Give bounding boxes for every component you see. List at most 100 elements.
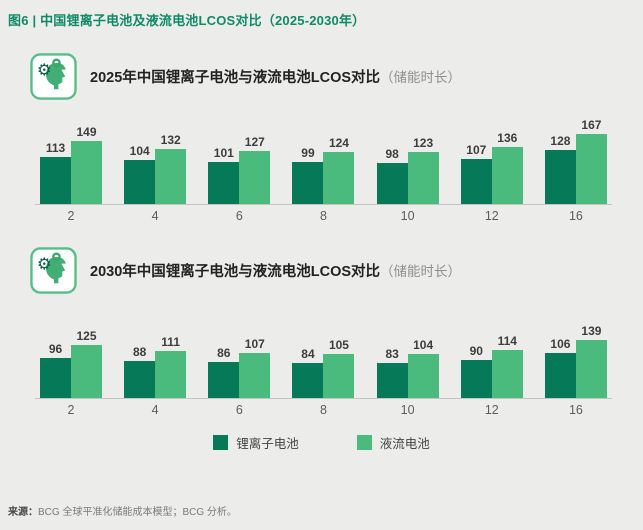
bar-column: 104 xyxy=(124,144,156,204)
bar-column: 98 xyxy=(376,147,408,204)
bar-flow xyxy=(407,152,439,204)
bar-group: 107 136 xyxy=(460,131,523,204)
bar-group: 84 105 xyxy=(292,338,355,398)
bar-group: 99 124 xyxy=(292,136,355,204)
bar-column: 90 xyxy=(460,344,492,398)
x-tick-label: 4 xyxy=(151,209,159,223)
bar-column: 88 xyxy=(124,345,156,398)
bar-column: 167 xyxy=(575,118,607,204)
bars-row: 113 149 104 132 101 127 99 124 98 123 107 136 128 167 xyxy=(35,116,612,205)
x-axis-labels: 2 4 6 8 10 12 16 xyxy=(35,403,612,417)
bar-value-label: 106 xyxy=(550,337,571,351)
bar-column: 101 xyxy=(208,146,240,204)
x-tick-label: 2 xyxy=(67,209,75,223)
bar-value-label: 111 xyxy=(161,335,180,349)
bar-liion xyxy=(544,150,576,204)
legend: 锂离子电池 液流电池 xyxy=(0,433,643,452)
x-tick-label: 2 xyxy=(67,403,75,417)
bar-value-label: 88 xyxy=(132,345,147,359)
bar-column: 136 xyxy=(491,131,523,204)
bar-value-label: 83 xyxy=(385,347,399,361)
bar-liion xyxy=(124,361,156,398)
bar-group: 128 167 xyxy=(544,118,607,204)
bar-group: 96 125 xyxy=(40,329,102,398)
bar-value-label: 123 xyxy=(413,136,434,150)
bar-liion xyxy=(376,163,408,204)
bar-liion xyxy=(124,160,156,204)
x-tick-label: 16 xyxy=(568,209,583,223)
chart-title-suffix: （储能时长） xyxy=(380,70,462,85)
bar-flow xyxy=(407,354,439,398)
bar-column: 111 xyxy=(155,335,187,398)
legend-item-flow: 液流电池 xyxy=(356,433,430,452)
legend-item-liion: 锂离子电池 xyxy=(213,433,299,452)
bar-value-label: 86 xyxy=(217,346,231,360)
bar-value-label: 104 xyxy=(129,144,150,158)
figure-title: 图6 | 中国锂离子电池及液流电池LCOS对比（2025-2030年） xyxy=(8,13,366,28)
bar-liion xyxy=(376,363,408,398)
bar-liion xyxy=(292,162,324,204)
bar-column: 149 xyxy=(71,125,102,204)
bar-flow xyxy=(491,350,523,398)
legend-label: 锂离子电池 xyxy=(236,437,299,451)
bar-flow xyxy=(491,147,523,204)
bar-column: 107 xyxy=(239,337,271,398)
x-tick-label: 6 xyxy=(235,403,243,417)
bar-column: 106 xyxy=(544,337,576,398)
x-tick-label: 8 xyxy=(319,403,327,417)
bar-column: 124 xyxy=(323,136,355,204)
bar-group: 104 132 xyxy=(124,133,187,204)
bar-liion xyxy=(544,353,576,398)
bar-liion xyxy=(292,363,324,398)
bar-value-label: 105 xyxy=(328,338,349,352)
bar-flow xyxy=(323,354,355,398)
bar-value-label: 149 xyxy=(76,125,97,139)
bar-liion xyxy=(40,157,71,204)
x-tick-label: 16 xyxy=(568,403,583,417)
chart-title: 2030年中国锂离子电池与液流电池LCOS对比 xyxy=(90,264,381,280)
bar-column: 86 xyxy=(208,346,240,398)
bar-liion xyxy=(460,159,492,204)
bar-column: 127 xyxy=(239,135,271,204)
bar-column: 125 xyxy=(71,329,102,398)
bar-value-label: 107 xyxy=(244,337,265,351)
bar-flow xyxy=(323,152,355,204)
x-tick-label: 8 xyxy=(319,209,327,223)
bar-value-label: 104 xyxy=(413,338,434,352)
bar-value-label: 90 xyxy=(469,344,483,358)
bar-plot-2030: 96 125 88 111 86 107 84 105 83 104 90 114 106 139 2 4 6 8… xyxy=(35,310,612,417)
bar-group: 90 114 xyxy=(460,334,523,398)
bar-group: 86 107 xyxy=(208,337,271,398)
bar-group: 83 104 xyxy=(376,338,439,398)
bar-value-label: 139 xyxy=(581,324,602,338)
bar-value-label: 136 xyxy=(497,131,518,145)
gear-glyph: ⚙ xyxy=(37,61,52,80)
source-note: 来源：BCG 全球平准化储能成本模型；BCG 分析。 xyxy=(8,503,237,518)
bars-row: 96 125 88 111 86 107 84 105 83 104 90 114 106 139 xyxy=(35,310,612,399)
bar-value-label: 167 xyxy=(581,118,602,132)
bar-value-label: 128 xyxy=(550,134,571,148)
source-label: 来源： xyxy=(8,507,38,518)
legend-swatch-liion xyxy=(213,435,229,450)
bar-liion xyxy=(208,162,240,204)
bar-liion xyxy=(460,360,492,398)
bar-column: 113 xyxy=(40,141,71,204)
bar-column: 139 xyxy=(575,324,607,398)
bar-plot-2025: 113 149 104 132 101 127 99 124 98 123 107 136 128 167… xyxy=(35,116,612,223)
bar-flow xyxy=(155,149,187,204)
bar-column: 104 xyxy=(407,338,439,398)
bar-column: 132 xyxy=(155,133,187,204)
bar-flow xyxy=(239,353,271,398)
bar-value-label: 101 xyxy=(213,146,234,160)
legend-label: 液流电池 xyxy=(379,437,430,451)
bar-flow xyxy=(71,141,102,204)
bar-value-label: 107 xyxy=(466,143,487,157)
source-text: BCG 全球平准化储能成本模型；BCG 分析。 xyxy=(38,507,237,518)
bar-column: 107 xyxy=(460,143,492,204)
bar-column: 99 xyxy=(292,146,324,204)
bar-value-label: 96 xyxy=(48,342,63,356)
x-axis-labels: 2 4 6 8 10 12 16 xyxy=(35,209,612,223)
mind-gear-icon: ⚙ xyxy=(30,53,77,100)
bar-group: 101 127 xyxy=(208,135,271,204)
bar-column: 114 xyxy=(491,334,523,398)
